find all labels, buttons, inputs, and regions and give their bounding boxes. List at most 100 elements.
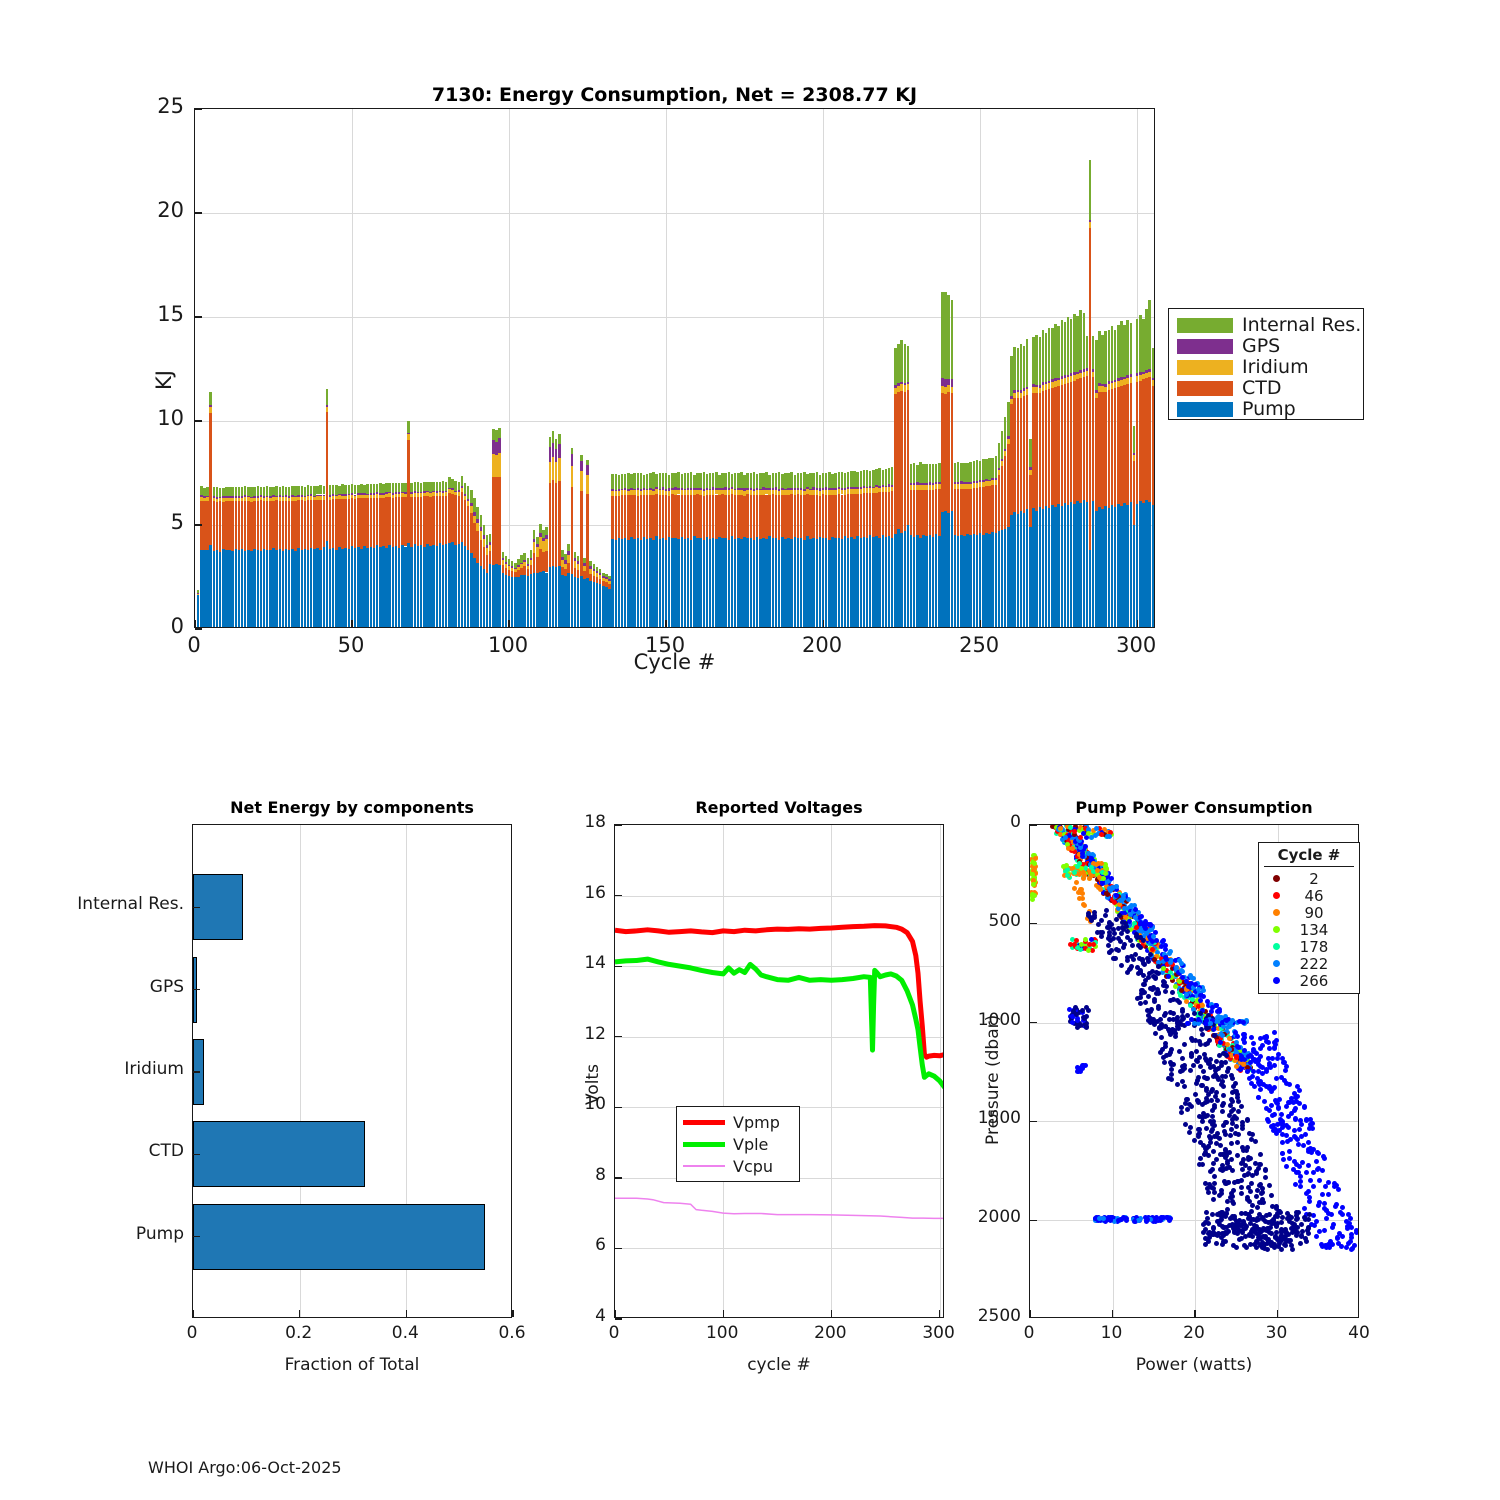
scatter-point (1174, 964, 1180, 970)
bar-segment (369, 498, 373, 547)
scatter-point (1279, 1229, 1285, 1235)
table-row (407, 109, 410, 627)
voltages-chart-title: Reported Voltages (695, 798, 863, 817)
bar-segment (790, 472, 793, 488)
bar-segment (887, 535, 891, 627)
bar-segment (325, 405, 329, 407)
bar-segment (429, 491, 432, 494)
table-row (401, 109, 404, 627)
bar-segment (294, 497, 297, 501)
bar-segment (416, 496, 420, 547)
legend-label: CTD (1242, 377, 1282, 399)
legend-item: 134 (1264, 921, 1354, 939)
bar-segment (344, 495, 347, 500)
bar-segment (407, 421, 410, 433)
scatter-point (1274, 1205, 1279, 1211)
bar-segment (206, 487, 209, 496)
bar-segment (671, 487, 674, 490)
bar-segment (922, 482, 925, 485)
bar-segment (1098, 331, 1101, 384)
scatter-point (1139, 926, 1145, 932)
bar-segment (419, 493, 423, 497)
scatter-point (1114, 909, 1120, 915)
bar-segment (947, 512, 950, 627)
scatter-point (1178, 993, 1184, 999)
scatter-point (1242, 1035, 1248, 1041)
bar-segment (360, 493, 363, 496)
bar-segment (272, 548, 275, 627)
bar-segment (862, 470, 866, 486)
scatter-point (1288, 1243, 1294, 1249)
voltages-xaxis-label: cycle # (747, 1355, 811, 1375)
bar-segment (231, 487, 234, 497)
bar-segment (718, 536, 721, 627)
bar-segment (316, 485, 319, 495)
bar-segment (655, 474, 658, 488)
table-row (1051, 109, 1054, 627)
table-row (429, 109, 432, 627)
bar-segment (1060, 378, 1064, 385)
bar-segment (391, 494, 395, 498)
gridline (509, 109, 511, 627)
scatter-point (1175, 998, 1181, 1004)
scatter-point (1244, 1244, 1250, 1250)
bar-segment (737, 495, 740, 538)
bar-segment (806, 489, 809, 495)
scatter-point (1075, 1024, 1081, 1030)
scatter-point (1273, 1131, 1279, 1137)
bar-segment (200, 497, 203, 502)
scatter-point (1228, 1157, 1234, 1163)
scatter-point (1290, 1221, 1296, 1227)
scatter-point (1137, 919, 1143, 925)
bar-segment (1110, 388, 1114, 506)
scatter-point (1264, 1105, 1270, 1111)
legend-item: Internal Res. (1177, 314, 1361, 336)
bar-segment (812, 537, 815, 627)
bar-segment (225, 501, 228, 551)
bar-segment (510, 577, 514, 627)
bar-segment (1129, 502, 1133, 627)
bar-segment (1025, 509, 1029, 627)
scatter-point (1277, 1240, 1283, 1246)
bar-segment (250, 551, 253, 627)
scatter-point (1155, 970, 1161, 976)
scatter-point (1153, 1214, 1159, 1220)
table-row (686, 109, 690, 627)
table-row (382, 109, 385, 627)
bar-segment (846, 489, 850, 494)
bar-segment (347, 484, 351, 494)
bar-segment (727, 472, 731, 489)
table-row (803, 109, 806, 627)
table-row (947, 109, 950, 627)
scatter-point (1334, 1182, 1340, 1188)
bar-segment (969, 488, 972, 536)
bar-segment (222, 496, 225, 499)
bar-segment (868, 485, 872, 489)
bar-segment (759, 473, 762, 489)
bar-segment (1010, 395, 1013, 399)
bar-segment (514, 568, 517, 573)
bar-segment (1041, 509, 1045, 627)
bar-segment (611, 495, 614, 539)
bar-segment (1060, 319, 1064, 376)
table-row (727, 109, 731, 627)
bar-segment (473, 512, 476, 516)
bar-segment (884, 487, 888, 493)
bar-segment (931, 485, 935, 490)
scatter-point (1210, 1119, 1216, 1125)
bar-segment (1135, 372, 1139, 376)
bar-segment (636, 490, 640, 496)
scatter-point (1113, 892, 1119, 898)
bar-segment (906, 525, 910, 627)
table-row (432, 109, 435, 627)
bar-segment (278, 500, 282, 550)
bar-segment (1145, 372, 1148, 379)
bar-segment (724, 489, 727, 495)
bar-segment (605, 587, 608, 627)
bar-segment (240, 495, 244, 498)
gridline (195, 213, 1154, 214)
scatter-point (1189, 1104, 1195, 1110)
scatter-point (1321, 1227, 1327, 1233)
legend-swatch (1273, 960, 1280, 967)
scatter-point (1348, 1234, 1354, 1240)
